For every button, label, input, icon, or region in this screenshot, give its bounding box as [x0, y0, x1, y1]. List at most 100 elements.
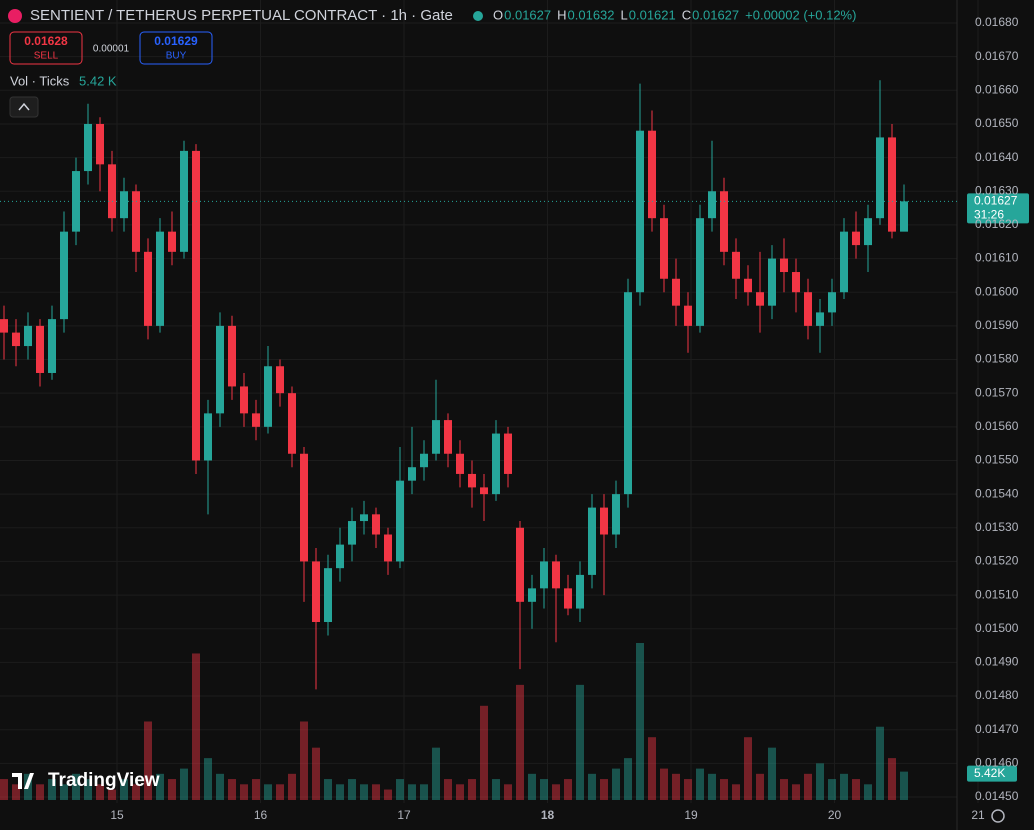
candle-body	[672, 278, 680, 306]
candle-body	[636, 130, 644, 293]
volume-badge-label: 5.42K	[974, 766, 1005, 780]
y-tick-label: 0.01600	[975, 284, 1019, 298]
buy-button[interactable]	[139, 31, 213, 65]
candle-body	[204, 413, 212, 461]
candle-body	[828, 292, 836, 313]
volume-bar	[96, 784, 104, 800]
candle-body	[132, 191, 140, 252]
candle-body	[432, 420, 440, 454]
volume-bar	[828, 779, 836, 800]
candle-body	[228, 325, 236, 387]
buy-label[interactable]: BUY	[166, 51, 187, 62]
volume-bar	[672, 773, 680, 800]
y-tick-label: 0.01670	[975, 49, 1019, 63]
y-tick-label: 0.01570	[975, 385, 1019, 399]
volume-bar	[168, 779, 176, 800]
candle-body	[720, 191, 728, 252]
volume-bar	[252, 779, 260, 800]
candle-body	[12, 332, 20, 347]
candle-body	[480, 487, 488, 495]
volume-bar	[768, 747, 776, 800]
collapse-button[interactable]	[9, 96, 39, 118]
volume-bar	[156, 773, 164, 800]
candle-body	[156, 231, 164, 326]
spread: 0.00001	[93, 44, 130, 55]
y-tick-label: 0.01490	[975, 655, 1019, 669]
volume-bar	[696, 768, 704, 800]
volume-bar	[48, 779, 56, 800]
volume-bar	[876, 726, 884, 800]
y-tick-label: 0.01620	[975, 217, 1019, 231]
candle-body	[900, 201, 908, 232]
volume-bar	[432, 747, 440, 800]
candle-body	[324, 568, 332, 623]
candle-body	[372, 514, 380, 535]
y-tick-label: 0.01540	[975, 486, 1019, 500]
volume-bar	[804, 773, 812, 800]
volume-bar	[516, 684, 524, 800]
volume-bar	[720, 779, 728, 800]
y-tick-label: 0.01560	[975, 419, 1019, 433]
volume-bar	[612, 768, 620, 800]
buy-price[interactable]: 0.01629	[154, 34, 198, 48]
volume-bar	[600, 779, 608, 800]
y-tick-label: 0.01460	[975, 756, 1019, 770]
volume-bar	[180, 768, 188, 800]
chart-title: SENTIENT / TETHERUS PERPETUAL CONTRACT ·…	[30, 7, 453, 24]
candle-body	[444, 420, 452, 454]
candle-body	[288, 393, 296, 454]
x-tick-label: 21	[971, 808, 985, 822]
candle-body	[48, 319, 56, 373]
candle-body	[252, 413, 260, 427]
candle-body	[420, 453, 428, 468]
candle-body	[876, 137, 884, 219]
candle-body	[396, 480, 404, 562]
y-tick-label: 0.01450	[975, 789, 1019, 803]
y-tick-label: 0.01520	[975, 554, 1019, 568]
volume-bar	[300, 721, 308, 800]
sell-button[interactable]	[9, 31, 83, 65]
volume-bar	[276, 784, 284, 800]
collapse-icon[interactable]	[18, 102, 30, 111]
candle-body	[300, 453, 308, 562]
last-price-label: 0.01627	[974, 194, 1018, 208]
y-tick-label: 0.01660	[975, 82, 1019, 96]
candle-body	[660, 218, 668, 279]
candle-body	[60, 231, 68, 320]
volume-bar	[312, 747, 320, 800]
volume-legend-value: 5.42 K	[79, 73, 117, 88]
y-tick-label: 0.01580	[975, 352, 1019, 366]
volume-bar	[528, 773, 536, 800]
candle-body	[456, 453, 464, 474]
sell-label[interactable]: SELL	[34, 51, 59, 62]
volume-bar	[660, 768, 668, 800]
candle-body	[24, 325, 32, 347]
volume-bar	[324, 779, 332, 800]
volume-bar	[816, 763, 824, 800]
candle-body	[864, 218, 872, 246]
volume-bar	[792, 784, 800, 800]
volume-bar	[852, 779, 860, 800]
volume-bar	[408, 784, 416, 800]
candle-body	[744, 278, 752, 293]
settings-button[interactable]	[991, 809, 1005, 823]
candle-body	[264, 366, 272, 427]
candle-body	[696, 218, 704, 326]
volume-bar	[684, 779, 692, 800]
volume-bar	[84, 779, 92, 800]
candle-body	[408, 467, 416, 481]
volume-bar	[480, 705, 488, 800]
candle-body	[120, 191, 128, 219]
y-tick-label: 0.01470	[975, 722, 1019, 736]
volume-bar	[132, 784, 140, 800]
y-tick-label: 0.01510	[975, 587, 1019, 601]
candle-body	[528, 588, 536, 602]
volume-bar	[60, 784, 68, 800]
volume-bar	[216, 773, 224, 800]
candle-body	[0, 319, 8, 333]
x-tick-label: 19	[684, 808, 698, 822]
sell-price[interactable]: 0.01628	[24, 34, 68, 48]
candle-body	[516, 527, 524, 602]
y-tick-label: 0.01550	[975, 453, 1019, 467]
volume-bar	[360, 784, 368, 800]
